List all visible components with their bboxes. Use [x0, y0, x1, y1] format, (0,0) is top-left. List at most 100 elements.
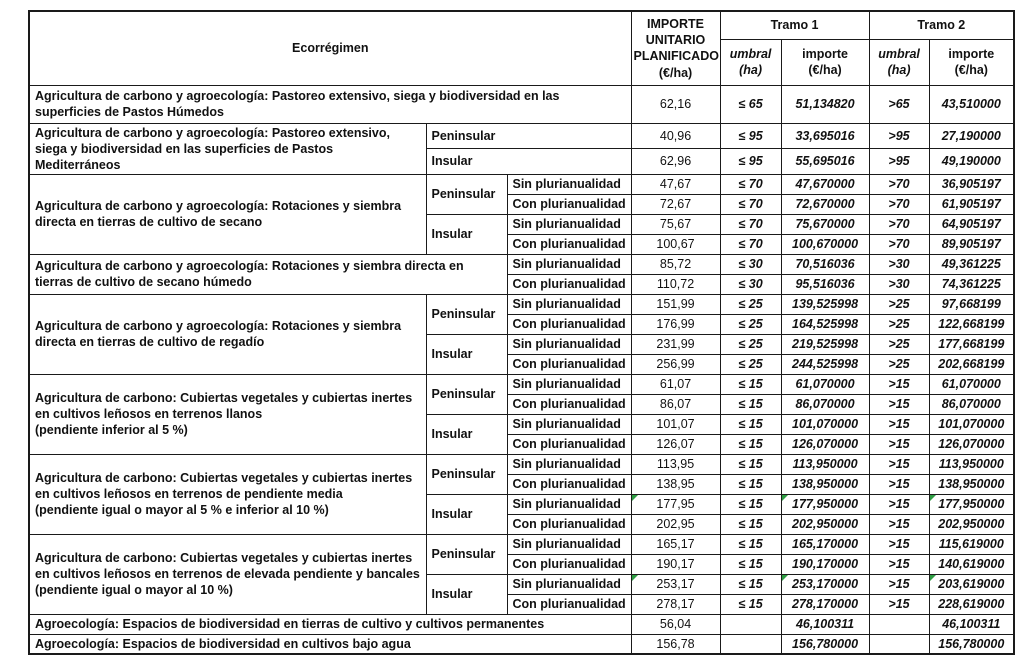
- importe-cell: 86,070000: [780, 393, 870, 415]
- plurianualidad-cell: Con plurianualidad: [506, 473, 632, 495]
- region-cell: Insular: [425, 413, 508, 455]
- umbral-cell: [719, 633, 782, 655]
- importe-cell: 61,070000: [928, 373, 1015, 395]
- umbral-cell: ≤ 15: [719, 493, 782, 515]
- header-tramo2-umbral: umbral (ha): [868, 38, 930, 86]
- umbral-cell: >15: [868, 433, 930, 455]
- region-cell: Insular: [425, 493, 508, 535]
- plurianualidad-cell: Sin plurianualidad: [506, 453, 632, 475]
- plurianualidad-cell: Con plurianualidad: [506, 553, 632, 575]
- table-row: Con plurianualidad 126,07 ≤ 15 126,070000 >1…: [29, 433, 1015, 455]
- ecorregimen-label-cell: Agroecología: Espacios de biodiversidad …: [28, 613, 632, 635]
- ecorregimen-label-cell: Agricultura de carbono y agroecología: R…: [28, 253, 508, 295]
- unit-amount-cell: 56,04: [630, 613, 721, 635]
- header-ecorregimen: Ecorrégimen: [28, 10, 632, 86]
- umbral-cell: ≤ 70: [719, 173, 782, 195]
- umbral-cell: ≤ 15: [719, 433, 782, 455]
- region-cell: Peninsular: [425, 122, 632, 149]
- importe-cell: 177,668199: [928, 333, 1015, 355]
- table-row: Insular 62,96 ≤ 95 55,695016 >95 49,190000: [29, 148, 1015, 175]
- table-row: Agricultura de carbono y agroecología: P…: [28, 84, 1015, 124]
- umbral-cell: >65: [868, 84, 930, 124]
- umbral-cell: ≤ 15: [719, 593, 782, 615]
- table-row: Con plurianualidad 86,07 ≤ 15 86,070000 >15 8…: [29, 393, 1015, 415]
- umbral-cell: [868, 633, 930, 655]
- umbral-cell: ≤ 15: [719, 373, 782, 395]
- plurianualidad-cell: Con plurianualidad: [506, 353, 632, 375]
- unit-amount-cell: 62,16: [630, 84, 721, 124]
- umbral-cell: ≤ 65: [719, 84, 782, 124]
- table-row: Insular Sin plurianualidad 231,99 ≤ 25 219,5…: [29, 333, 1015, 375]
- header-tramo-1: Tramo 1: [719, 10, 870, 40]
- importe-cell: 164,525998: [780, 313, 870, 335]
- region-cell: Peninsular: [425, 173, 508, 215]
- ecorregimen-label-cell: Agricultura de carbono y agroecología: R…: [28, 293, 427, 375]
- unit-amount-cell: 61,07: [630, 373, 721, 395]
- umbral-cell: >70: [868, 173, 930, 195]
- header-tramo1-importe: importe (€/ha): [780, 38, 870, 86]
- region-cell: Insular: [425, 333, 508, 375]
- plurianualidad-cell: Con plurianualidad: [506, 313, 632, 335]
- importe-cell: 49,361225: [928, 253, 1015, 275]
- unit-amount-cell: 176,99: [630, 313, 721, 335]
- umbral-cell: >30: [868, 273, 930, 295]
- importe-cell: 156,780000: [780, 633, 870, 655]
- importe-cell: 61,070000: [780, 373, 870, 395]
- umbral-cell: ≤ 30: [719, 273, 782, 295]
- importe-cell: 115,619000: [928, 533, 1015, 555]
- importe-cell: 165,170000: [780, 533, 870, 555]
- importe-cell: 43,510000: [928, 84, 1015, 124]
- importe-cell: 113,950000: [780, 453, 870, 475]
- umbral-cell: >70: [868, 233, 930, 255]
- umbral-cell: >15: [868, 513, 930, 535]
- plurianualidad-cell: Con plurianualidad: [506, 193, 632, 215]
- importe-cell: 51,134820: [780, 84, 870, 124]
- umbral-cell: ≤ 15: [719, 513, 782, 535]
- umbral-cell: ≤ 25: [719, 293, 782, 315]
- region-cell: Peninsular: [425, 373, 508, 415]
- table-row: Insular Sin plurianualidad 253,17 ≤ 15 253,1…: [29, 573, 1015, 615]
- plurianualidad-cell: Con plurianualidad: [506, 513, 632, 535]
- unit-amount-cell: 101,07: [630, 413, 721, 435]
- importe-cell: 126,070000: [928, 433, 1015, 455]
- umbral-cell: >15: [868, 453, 930, 475]
- umbral-cell: >15: [868, 553, 930, 575]
- unit-amount-cell: 138,95: [630, 473, 721, 495]
- table-row: Insular Sin plurianualidad 177,95 ≤ 15 177,9…: [29, 493, 1015, 535]
- table-body: Agricultura de carbono y agroecología: P…: [28, 84, 1015, 655]
- importe-cell: 100,670000: [780, 233, 870, 255]
- region-cell: Insular: [425, 148, 632, 175]
- unit-amount-cell: 126,07: [630, 433, 721, 455]
- unit-amount-cell: 86,07: [630, 393, 721, 415]
- importe-cell: 203,619000: [928, 573, 1015, 595]
- unit-amount-cell: 177,95: [630, 493, 721, 515]
- umbral-cell: >15: [868, 373, 930, 395]
- umbral-cell: >70: [868, 193, 930, 215]
- importe-cell: 89,905197: [928, 233, 1015, 255]
- unit-amount-cell: 100,67: [630, 233, 721, 255]
- header-tramo-2: Tramo 2: [868, 10, 1015, 40]
- umbral-cell: ≤ 15: [719, 453, 782, 475]
- plurianualidad-cell: Con plurianualidad: [506, 233, 632, 255]
- plurianualidad-cell: Sin plurianualidad: [506, 493, 632, 515]
- importe-cell: 64,905197: [928, 213, 1015, 235]
- unit-amount-cell: 47,67: [630, 173, 721, 195]
- plurianualidad-cell: Sin plurianualidad: [506, 413, 632, 435]
- unit-amount-cell: 62,96: [630, 148, 721, 175]
- importe-cell: 122,668199: [928, 313, 1015, 335]
- importe-cell: 36,905197: [928, 173, 1015, 195]
- umbral-cell: >15: [868, 593, 930, 615]
- umbral-cell: >25: [868, 353, 930, 375]
- table-row: Agricultura de carbono: Cubiertas vegeta…: [28, 533, 1015, 615]
- unit-amount-cell: 40,96: [630, 122, 721, 149]
- plurianualidad-cell: Sin plurianualidad: [506, 333, 632, 355]
- plurianualidad-cell: Sin plurianualidad: [506, 573, 632, 595]
- umbral-cell: ≤ 70: [719, 233, 782, 255]
- umbral-cell: ≤ 15: [719, 573, 782, 595]
- importe-cell: 202,950000: [928, 513, 1015, 535]
- table-row: Con plurianualidad 202,95 ≤ 15 202,950000 >1…: [29, 513, 1015, 535]
- importe-cell: 190,170000: [780, 553, 870, 575]
- plurianualidad-cell: Sin plurianualidad: [506, 373, 632, 395]
- importe-cell: 138,950000: [780, 473, 870, 495]
